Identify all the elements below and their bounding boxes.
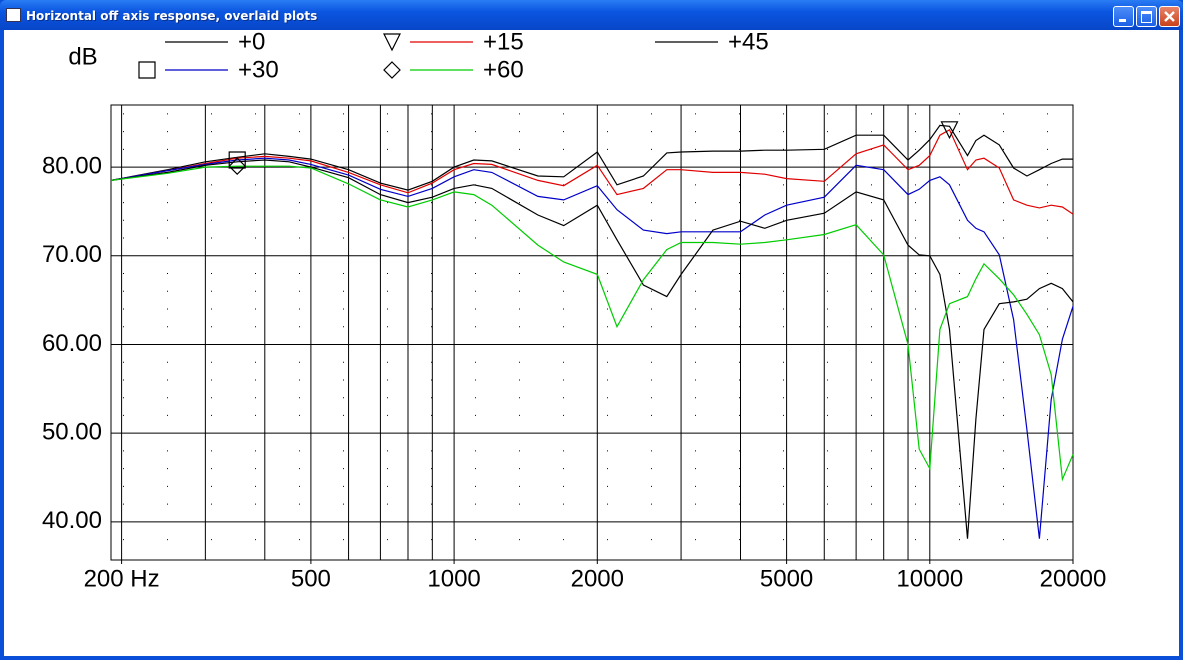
legend-label: +30 bbox=[238, 56, 279, 83]
window-title: Horizontal off axis response, overlaid p… bbox=[26, 9, 318, 23]
close-button[interactable] bbox=[1159, 6, 1180, 27]
y-axis-label: dB bbox=[68, 43, 97, 70]
triangle-marker bbox=[940, 121, 959, 140]
legend-label: +15 bbox=[483, 28, 524, 55]
x-tick-label: 2000 bbox=[571, 565, 624, 592]
series-line bbox=[110, 159, 1074, 539]
x-tick-label: 1000 bbox=[427, 565, 480, 592]
legend-label: +60 bbox=[483, 56, 524, 83]
diamond-marker bbox=[383, 61, 401, 79]
diamond-marker bbox=[228, 157, 247, 176]
minimize-button[interactable] bbox=[1113, 6, 1134, 27]
legend-label: +0 bbox=[238, 28, 265, 55]
series-line bbox=[110, 165, 1074, 482]
legend-item: +15 bbox=[383, 28, 524, 55]
legend-item: +30 bbox=[138, 56, 279, 83]
square-marker bbox=[138, 61, 156, 79]
triangle-marker bbox=[383, 33, 401, 52]
title-bar: Horizontal off axis response, overlaid p… bbox=[0, 0, 1183, 30]
series-line bbox=[110, 157, 1074, 539]
y-tick-label: 40.00 bbox=[42, 507, 102, 534]
x-tick-label: 20000 bbox=[1040, 565, 1107, 592]
series-line bbox=[110, 124, 1073, 191]
y-tick-label: 70.00 bbox=[42, 241, 102, 268]
window-icon bbox=[6, 8, 21, 22]
legend-item: +60 bbox=[383, 56, 524, 83]
y-tick-label: 60.00 bbox=[42, 330, 102, 357]
y-tick-label: 80.00 bbox=[42, 152, 102, 179]
y-tick-label: 50.00 bbox=[42, 419, 102, 446]
legend-item: +45 bbox=[655, 28, 769, 55]
legend-item: +0 bbox=[165, 28, 265, 55]
legend-label: +45 bbox=[728, 28, 769, 55]
x-tick-label: 200 Hz bbox=[84, 565, 160, 592]
x-tick-label: 5000 bbox=[760, 565, 813, 592]
series-line bbox=[110, 128, 1074, 215]
maximize-button[interactable] bbox=[1136, 6, 1157, 27]
x-tick-label: 500 bbox=[291, 565, 331, 592]
plot-frame bbox=[110, 104, 1074, 561]
x-tick-label: 10000 bbox=[896, 565, 963, 592]
